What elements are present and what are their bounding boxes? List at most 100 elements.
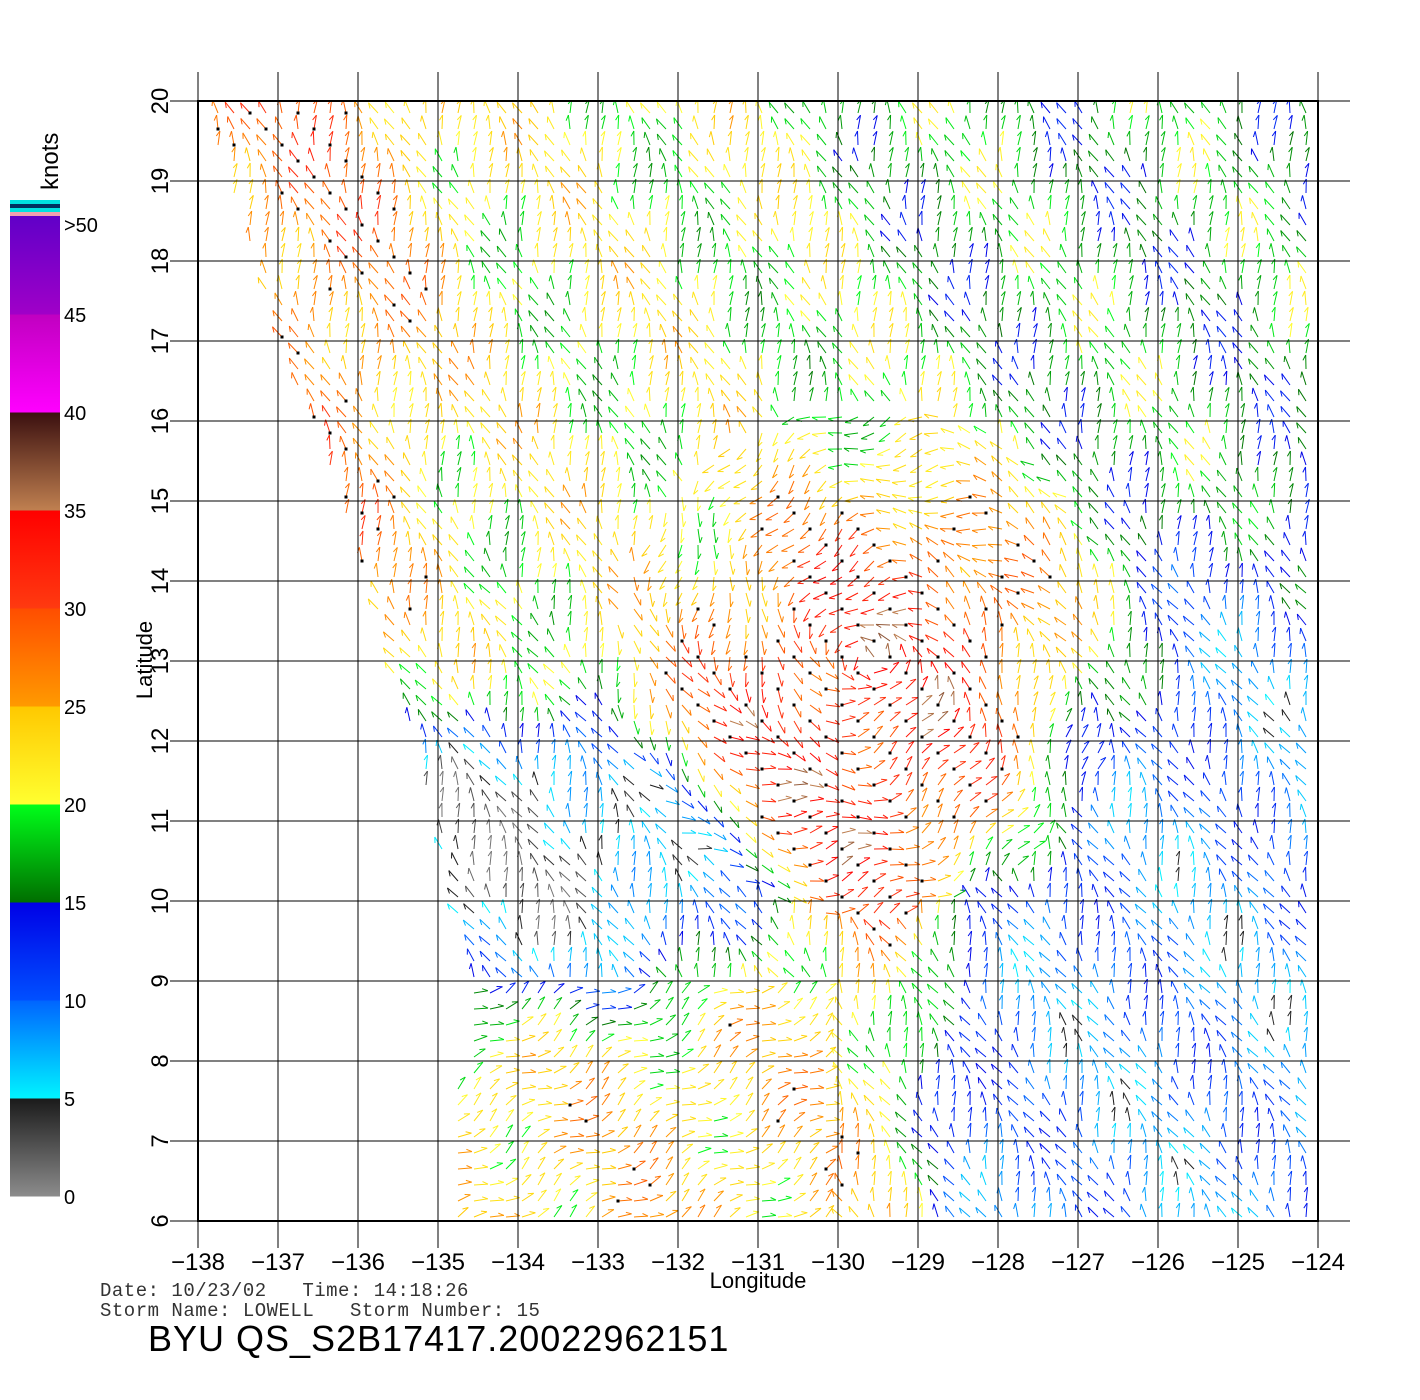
wind-vector-head (624, 918, 627, 925)
wind-vector-head (699, 649, 703, 656)
wind-vector (975, 887, 987, 898)
wind-vector-head (811, 996, 818, 1001)
wind-vector (1159, 691, 1163, 706)
wind-vector-head (1086, 1015, 1090, 1022)
wind-vector-head (871, 994, 876, 1001)
wind-vector-head (560, 710, 563, 717)
wind-vector (1305, 851, 1308, 866)
wind-vector (470, 787, 475, 802)
wind-vector-head (863, 728, 870, 731)
wind-vector-head (629, 882, 633, 889)
wind-vector-head (1216, 982, 1219, 989)
wind-vector (665, 672, 676, 684)
wind-vector-head (1088, 822, 1091, 829)
wind-vector (713, 800, 723, 813)
wind-vector (1186, 1172, 1195, 1186)
wind-vector (910, 1143, 923, 1154)
wind-vector (1154, 612, 1163, 626)
wind-vector (734, 919, 747, 930)
wind-vector (1111, 563, 1115, 578)
wind-vector (1167, 1127, 1179, 1138)
wind-vector (569, 1100, 584, 1106)
wind-vector (1152, 774, 1163, 786)
wind-vector (547, 707, 555, 722)
wind-vector (465, 597, 475, 610)
wind-vector-head (853, 994, 857, 1001)
wind-vector (969, 1122, 972, 1138)
wind-vector (681, 1068, 696, 1074)
wind-vector (1145, 643, 1149, 658)
wind-vector-head (481, 1146, 488, 1149)
wind-vector-head (1299, 628, 1302, 635)
wind-vector (887, 643, 891, 658)
wind-vector (729, 768, 743, 776)
wind-vector-head (483, 803, 486, 810)
wind-vector (1257, 947, 1260, 962)
rain-flag-marker (872, 735, 876, 739)
wind-vector (641, 821, 651, 834)
wind-vector-head (999, 642, 1004, 649)
wind-vector-head (1007, 1079, 1010, 1086)
wind-vector (1241, 755, 1244, 770)
wind-vector (1093, 611, 1099, 626)
rain-flag-marker (744, 751, 748, 755)
wind-vector-head (768, 934, 771, 941)
wind-vector-head (906, 771, 913, 777)
wind-vector-head (1295, 951, 1299, 958)
wind-vector-head (670, 839, 674, 846)
wind-vector (830, 1031, 843, 1042)
rain-flag-marker (760, 719, 764, 723)
wind-vector (946, 1140, 955, 1154)
wind-vector (1256, 930, 1259, 946)
wind-vector (1145, 1155, 1149, 1170)
wind-vector-head (1255, 1138, 1260, 1145)
wind-vector-head (828, 1028, 834, 1033)
wind-vector (1107, 547, 1115, 562)
wind-vector-head (479, 950, 483, 958)
wind-vector (783, 967, 795, 978)
wind-vector (1207, 691, 1211, 706)
wind-vector (1081, 915, 1084, 930)
wind-vector-head (1214, 1015, 1218, 1022)
wind-vector (1281, 597, 1291, 610)
wind-vector-head (878, 919, 882, 926)
wind-vector (617, 1063, 629, 1074)
wind-vector (1001, 839, 1013, 850)
wind-vector (992, 870, 1003, 882)
wind-vector-head (1222, 898, 1227, 905)
wind-vector (457, 1181, 472, 1186)
wind-vector (1161, 1187, 1165, 1202)
wind-vector-head (871, 1154, 877, 1161)
wind-vector (830, 1207, 843, 1218)
wind-vector-head (1207, 898, 1213, 905)
wind-vector (1126, 931, 1131, 946)
wind-vector (1300, 627, 1307, 642)
wind-vector (569, 1028, 578, 1042)
wind-vector (1087, 1174, 1099, 1186)
wind-vector (1109, 579, 1115, 594)
wind-vector (889, 725, 899, 738)
wind-vector (633, 1039, 649, 1042)
wind-vector-head (655, 966, 659, 973)
wind-vector-head (848, 1206, 851, 1213)
wind-vector-head (754, 1196, 760, 1200)
wind-vector (665, 768, 675, 781)
wind-vector-head (599, 818, 605, 825)
wind-vector-head (706, 724, 710, 730)
wind-vector (1097, 740, 1105, 754)
rain-flag-marker (712, 623, 716, 627)
wind-vector-head (866, 764, 872, 768)
rain-flag-marker (680, 687, 684, 691)
wind-vector-head (1223, 738, 1229, 745)
wind-vector (1297, 565, 1307, 578)
wind-vector-head (453, 771, 457, 778)
wind-vector (878, 1095, 891, 1106)
wind-vector (729, 991, 745, 994)
wind-vector-head (1107, 643, 1110, 650)
wind-vector-head (501, 659, 505, 666)
wind-vector (961, 661, 971, 674)
wind-vector-head (926, 648, 930, 654)
wind-vector (793, 1016, 806, 1026)
wind-vector (1177, 1042, 1180, 1058)
wind-vector-head (747, 1076, 754, 1081)
